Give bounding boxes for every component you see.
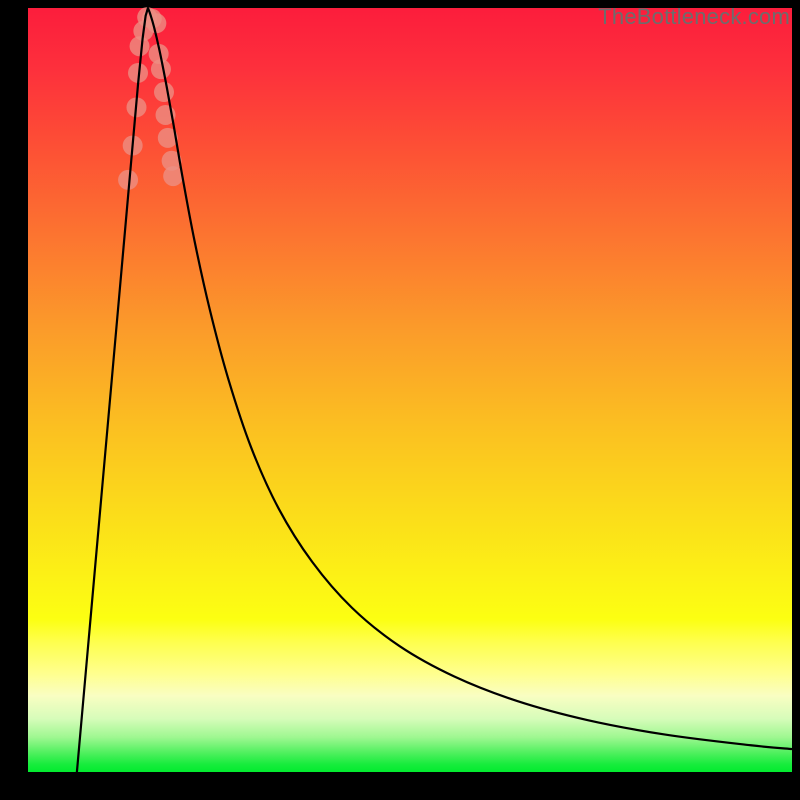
chart-container: { "chart": { "type": "line", "canvas_px"…: [0, 0, 800, 800]
watermark-text: TheBottleneck.com: [598, 4, 790, 30]
plot-svg: [0, 0, 800, 800]
scatter-marker: [146, 13, 166, 33]
scatter-marker: [154, 82, 174, 102]
gradient-background: [28, 8, 792, 772]
